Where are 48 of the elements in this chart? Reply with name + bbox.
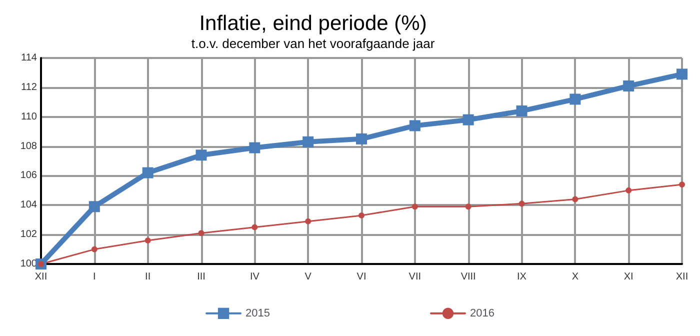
y-tick-label: 114 <box>21 52 38 64</box>
point <box>144 237 151 244</box>
point <box>570 94 581 105</box>
legend-label: 2016 <box>470 307 494 320</box>
legend-label: 2015 <box>246 307 270 320</box>
point <box>465 204 472 210</box>
point <box>142 167 154 178</box>
point <box>302 136 314 148</box>
point <box>676 68 688 80</box>
point <box>196 150 207 161</box>
point <box>358 212 364 218</box>
x-tick-label: X <box>572 272 579 282</box>
y-tick-label: 110 <box>21 111 38 122</box>
x-tick-label: XII <box>34 272 48 282</box>
x-tick-label: XII <box>676 272 688 282</box>
x-tick-label: IV <box>250 272 260 282</box>
point <box>305 218 312 224</box>
point <box>91 246 98 252</box>
y-tick-label: 104 <box>20 200 38 211</box>
point <box>252 224 258 230</box>
point <box>626 187 632 194</box>
point <box>516 105 528 116</box>
point <box>518 200 525 207</box>
point <box>412 204 418 210</box>
y-tick-label: 106 <box>20 170 38 182</box>
x-tick-label: V <box>304 272 312 282</box>
x-tick-label: I <box>93 272 96 282</box>
y-tick-label: 112 <box>21 82 38 93</box>
chart-title: Inflatie, eind periode (%) <box>199 12 427 35</box>
point <box>679 182 685 188</box>
x-tick-label: IX <box>517 272 527 282</box>
x-tick-label: II <box>145 272 151 282</box>
x-tick-label: VIII <box>460 272 476 282</box>
point <box>572 196 578 202</box>
x-tick-label: VII <box>408 272 422 282</box>
point <box>249 142 260 154</box>
point <box>88 201 100 212</box>
point <box>462 114 474 126</box>
point <box>198 230 204 236</box>
x-tick-label: XI <box>624 272 634 282</box>
x-tick-label: III <box>197 272 206 282</box>
y-tick-label: 102 <box>20 229 38 240</box>
point <box>623 80 634 92</box>
point <box>356 133 367 144</box>
x-tick-label: VI <box>356 272 366 282</box>
y-tick-label: 108 <box>20 140 38 152</box>
point <box>409 120 420 132</box>
chart-subtitle: t.o.v. december van het voorafgaande jaar <box>191 36 436 51</box>
